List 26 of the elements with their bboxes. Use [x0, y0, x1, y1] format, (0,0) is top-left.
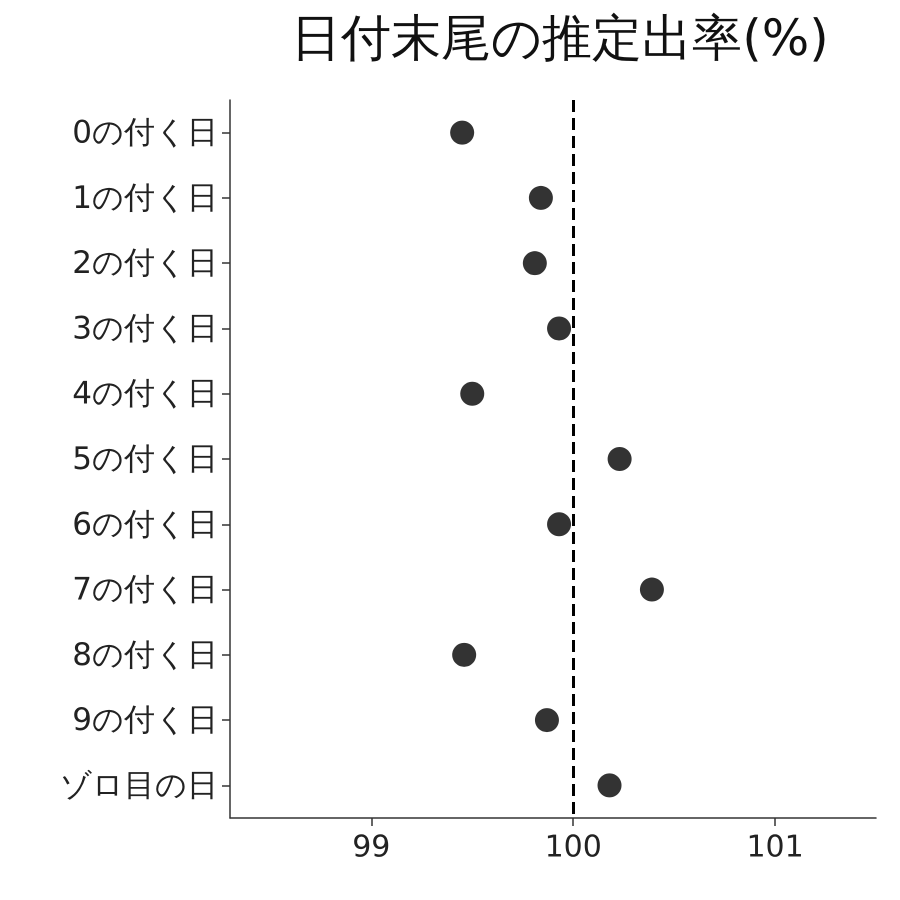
y-tick-label: 3の付く日 — [72, 310, 218, 346]
x-tick-label: 99 — [352, 830, 390, 864]
point — [608, 447, 632, 471]
point — [640, 578, 664, 602]
point — [547, 512, 572, 536]
x-tick-label: 100 — [544, 830, 602, 864]
point — [528, 186, 553, 210]
y-tick-label: 1の付く日 — [72, 180, 218, 216]
point — [452, 642, 476, 667]
point — [598, 773, 622, 798]
point — [547, 316, 572, 340]
y-tick-label: 2の付く日 — [72, 245, 218, 282]
y-tick-label: 8の付く日 — [72, 636, 218, 673]
y-tick-label: 7の付く日 — [72, 572, 218, 608]
point — [460, 382, 484, 406]
point — [522, 251, 547, 276]
point — [534, 708, 559, 732]
point — [450, 120, 474, 145]
y-tick-label: 6の付く日 — [72, 506, 218, 542]
chart-title: 日付末尾の推定出率(%) — [291, 9, 829, 67]
y-tick-label: 5の付く日 — [72, 441, 218, 477]
x-tick-label: 101 — [746, 830, 804, 864]
y-tick-label: 0の付く日 — [72, 114, 218, 151]
y-tick-label: ゾロ目の日 — [60, 767, 218, 804]
y-tick-label: 9の付く日 — [72, 702, 218, 738]
y-tick-label: 4の付く日 — [72, 376, 218, 412]
